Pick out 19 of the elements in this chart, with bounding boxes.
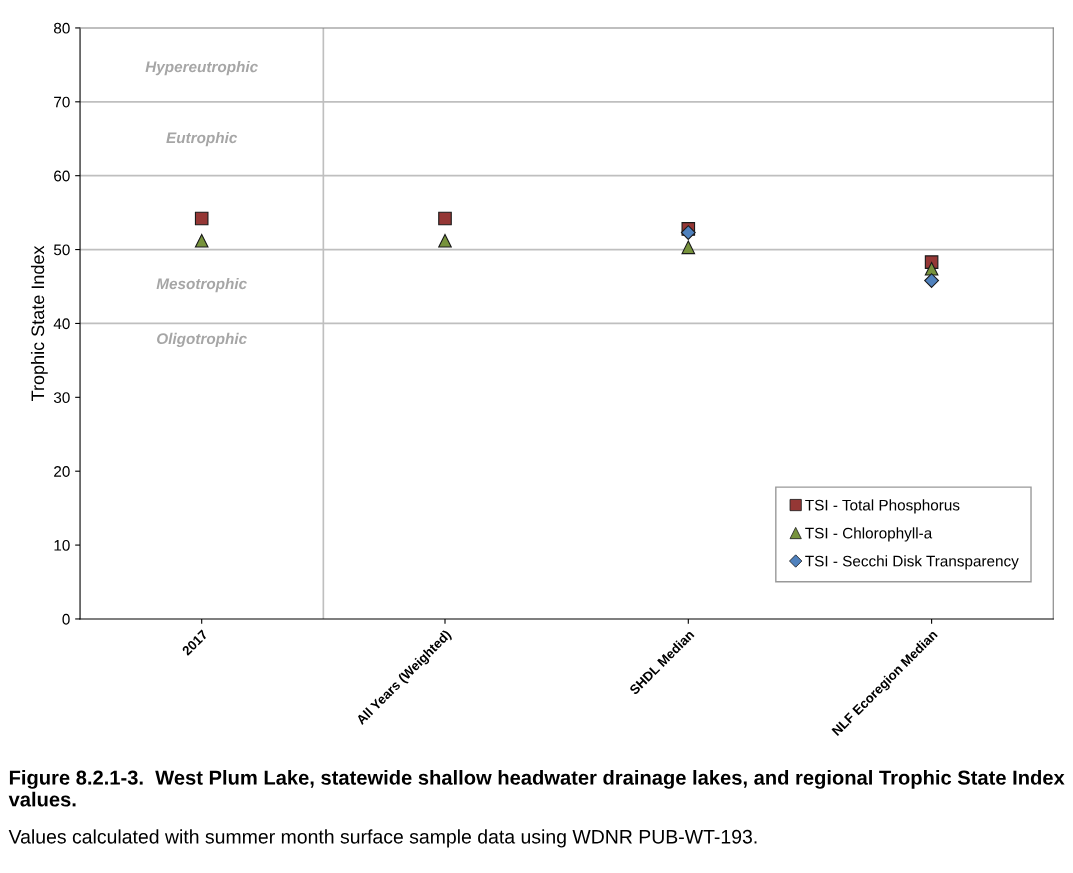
y-tick-label: 70 [54,96,70,108]
y-tick-label: 40 [53,318,70,330]
annotation: Oligotrophic [157,332,247,348]
y-tick-label: 0 [62,613,70,625]
annotation: Eutrophic [166,131,238,147]
annotation: Hypereutrophic [145,61,258,76]
y-tick-label: 30 [53,392,70,404]
legend-label: TSI - Chlorophyll-a [805,527,933,542]
y-axis-title: Trophic State Index [30,245,48,401]
y-tick-label: 50 [53,244,70,256]
y-tick-label: 60 [54,170,70,182]
legend-label: TSI - Total Phosphorus [805,499,960,514]
y-tick-label: 80 [54,22,70,34]
text: Values calculated with summer month surface sample data using WDNR PUB-WT-193. [8,829,757,848]
annotation: Mesotrophic [156,277,247,293]
y-tick-label: 20 [54,466,70,477]
text: Figure 8.2.1-3. West Plum Lake, statewide shallow headwater drainage lakes, and regional Trophic State Index values. [8,769,1065,807]
legend-label: TSI - Secchi Disk Transparency [805,555,1019,570]
y-tick-label: 10 [54,539,70,551]
